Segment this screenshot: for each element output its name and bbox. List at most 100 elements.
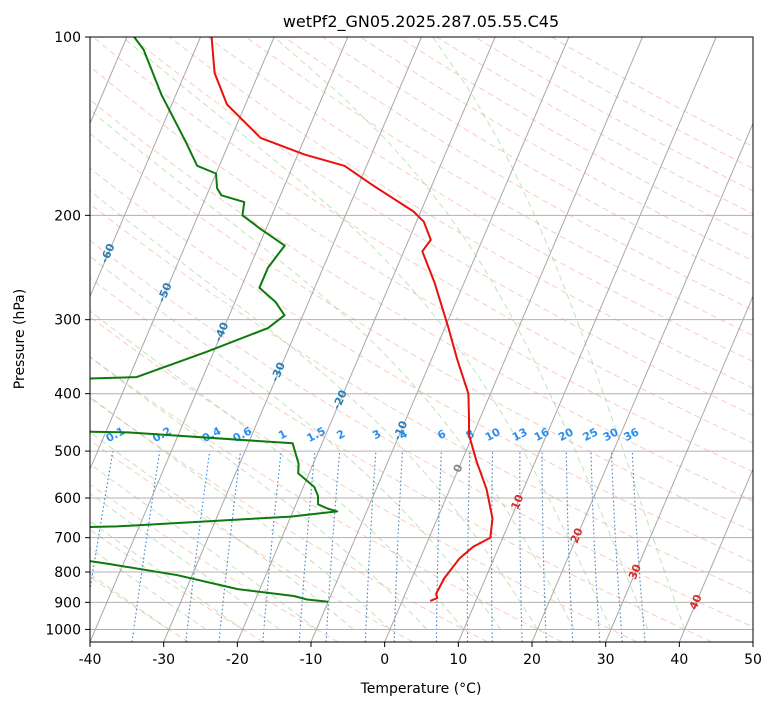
dry-adiabat-line [207,37,753,363]
mixing-ratio-line [185,451,211,642]
moist-adiabat-line [90,431,354,630]
isotherm-line [236,37,496,642]
dry-adiabat-line [90,65,753,473]
dry-adiabat-line [90,167,753,563]
isotherm-line [752,640,753,642]
mixing-ratio-label: 13 [510,425,530,444]
moist-adiabat-line [90,396,391,630]
mixing-ratio-line [364,451,377,642]
mixing-ratio-label: 3 [370,427,383,442]
dry-adiabat-line [245,37,753,337]
chart-title: wetPf2_GN05.2025.287.05.55.C45 [283,12,559,32]
mixing-ratio-line [490,451,494,642]
moist-adiabat-line [432,37,686,630]
moist-adiabat-line [90,547,207,630]
isotherm-label: 40 [687,592,705,611]
isotherm-line [163,37,422,642]
mixing-ratio-label: 20 [556,425,576,444]
dry-adiabat-line [90,277,712,642]
y-tick-label: 200 [54,208,81,224]
dry-adiabat-line [90,316,638,642]
y-axis: 1000 900 800 700 600 500 400 300 200 100 [45,30,90,638]
isotherm-line [457,37,717,642]
mixing-ratio-label: 25 [581,425,601,444]
x-tick-label: -30 [152,652,175,668]
mixing-ratio-line [631,451,646,642]
mixing-ratio-line [435,451,442,642]
dry-adiabat-line [169,37,753,389]
x-tick-label: -40 [79,652,102,668]
mixing-ratio-line [590,451,601,642]
mixing-ratio-line [218,451,242,642]
isotherm-line [384,37,643,642]
dry-adiabat-line [90,576,190,642]
isotherm-line [678,467,753,642]
moist-adiabat-line [273,37,649,630]
mixing-ratio-line [519,451,523,642]
moist-adiabat-line [121,37,612,630]
mixing-ratio-line [131,451,161,642]
x-tick-label: -10 [300,652,323,668]
y-tick-label: 900 [54,595,81,611]
y-tick-label: 400 [54,387,81,403]
moist-adiabat-line [90,463,317,630]
x-tick-label: 10 [449,652,467,668]
y-tick-label: 500 [54,444,81,460]
mixing-ratio-line [90,451,114,594]
isotherm-line [90,37,275,471]
dry-adiabat-line [90,483,339,642]
temperature-profile-line [210,37,494,602]
isotherm-line [90,37,349,642]
x-tick-label: -20 [226,652,249,668]
mixing-ratio-line [565,451,574,642]
line-labels: -100-90-80-70-60-50-40-30-20-10010203040… [0,158,705,611]
x-tick-label: 40 [670,652,688,668]
isotherm-label: -80 [0,158,6,182]
y-tick-label: 700 [54,531,81,547]
isotherm-label: 30 [626,562,644,581]
moist-adiabat-line [90,492,280,630]
mixing-ratio-line [610,451,623,642]
y-tick-label: 1000 [45,622,81,638]
x-tick-label: 20 [523,652,541,668]
isotherm-label: 10 [508,492,526,511]
x-tick-label: 30 [597,652,615,668]
dry-adiabat-line [92,37,753,444]
y-tick-label: 800 [54,565,81,581]
y-tick-label: 600 [54,491,81,507]
y-axis-label: Pressure (hPa) [12,289,28,389]
moist-adiabat-line [90,310,465,630]
isotherm-line [310,37,570,642]
dry-adiabat-line [90,203,753,595]
isotherm-label: -60 [98,241,118,265]
isotherm-line [605,295,753,642]
isotherm-label: -50 [155,280,175,304]
isotherm-label: -20 [330,388,350,412]
dry-adiabat-line [90,99,753,502]
isotherm-line [531,122,753,642]
plot-frame [89,36,754,643]
moist-adiabat-line [90,573,170,630]
isotherm-label: 0 [451,462,466,474]
dry-adiabat-line [436,37,753,215]
mixing-ratio-label: 1 [276,427,289,442]
isotherm-line [90,37,201,298]
x-axis-label: Temperature (°C) [360,681,482,697]
y-tick-label: 100 [54,30,81,46]
moist-adiabat-line [90,520,243,630]
mixing-ratio-label: 2 [334,427,347,442]
x-axis: -40 -30 -20 -10 0 10 20 30 40 50 [79,642,762,668]
isotherm-label: 20 [568,526,586,545]
mixing-ratio-label: 0.4 [200,424,224,445]
dry-adiabat-line [283,37,753,311]
dry-adiabat-line [90,356,563,642]
dry-adiabat-line [360,37,753,262]
dry-adiabat-line [90,397,488,642]
dry-adiabat-line [90,132,753,532]
dry-adiabat-line [551,37,753,148]
mixing-ratio-label: 16 [532,425,552,444]
isotherm-label: -30 [268,360,288,384]
mixing-ratio-label: 0.6 [231,424,255,445]
dry-adiabat-line [90,239,753,628]
